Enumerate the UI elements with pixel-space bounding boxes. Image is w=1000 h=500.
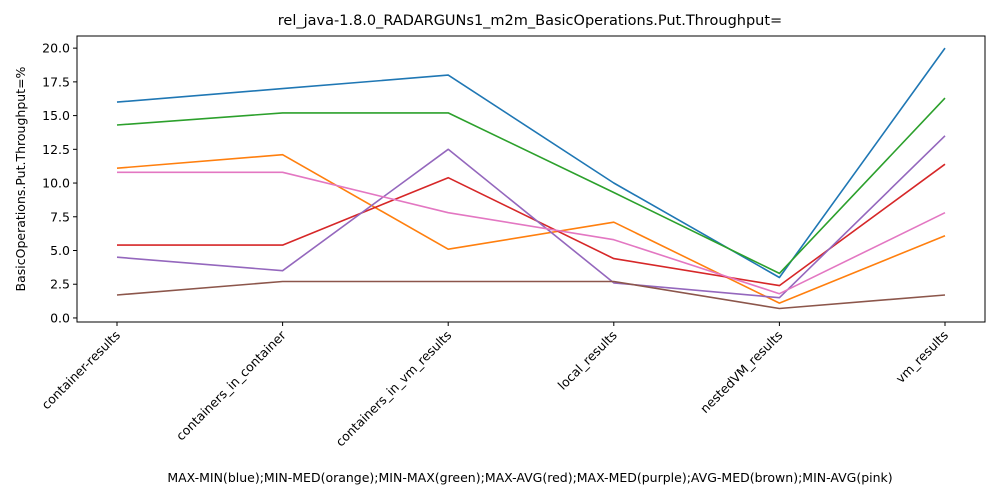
y-tick-label: 5.0 bbox=[50, 243, 70, 258]
series-line-6 bbox=[117, 171, 946, 295]
x-axis-label: MAX-MIN(blue);MIN-MED(orange);MIN-MAX(gr… bbox=[167, 470, 892, 485]
series-line-1 bbox=[116, 153, 946, 304]
x-tick-label: container-results bbox=[38, 328, 123, 413]
x-tick-label: nestedVM_results bbox=[697, 328, 785, 416]
chart-title: rel_java-1.8.0_RADARGUNs1_m2m_BasicOpera… bbox=[278, 13, 782, 29]
x-tick-label: local_results bbox=[555, 328, 620, 393]
y-tick-label: 2.5 bbox=[50, 277, 70, 292]
x-tick-label: vm_results bbox=[893, 328, 951, 386]
y-tick-label: 20.0 bbox=[42, 41, 70, 56]
x-axis: container-results containers_in_container… bbox=[38, 322, 951, 449]
series-line-0 bbox=[116, 47, 946, 279]
series-line-4 bbox=[116, 135, 946, 299]
y-tick-label: 12.5 bbox=[42, 142, 70, 157]
plot-frame bbox=[76, 35, 986, 323]
y-tick-label: 17.5 bbox=[42, 74, 70, 89]
y-tick-label: 7.5 bbox=[50, 209, 70, 224]
series-line-3 bbox=[117, 163, 946, 287]
y-tick-label: 0.0 bbox=[50, 310, 70, 325]
y-axis-label: BasicOperations.Put.Throughput=% bbox=[13, 66, 28, 291]
series-line-5 bbox=[116, 280, 946, 310]
series-line-2 bbox=[116, 97, 946, 275]
y-tick-label: 10.0 bbox=[42, 176, 70, 191]
x-tick-label: containers_in_vm_results bbox=[332, 328, 454, 450]
x-tick-label: containers_in_container bbox=[173, 327, 289, 443]
y-tick-label: 15.0 bbox=[42, 108, 70, 123]
y-axis: 0.0 2.5 5.0 7.5 10.0 12.5 15.0 17.5 20.0 bbox=[42, 41, 77, 325]
series-lines bbox=[116, 47, 946, 310]
